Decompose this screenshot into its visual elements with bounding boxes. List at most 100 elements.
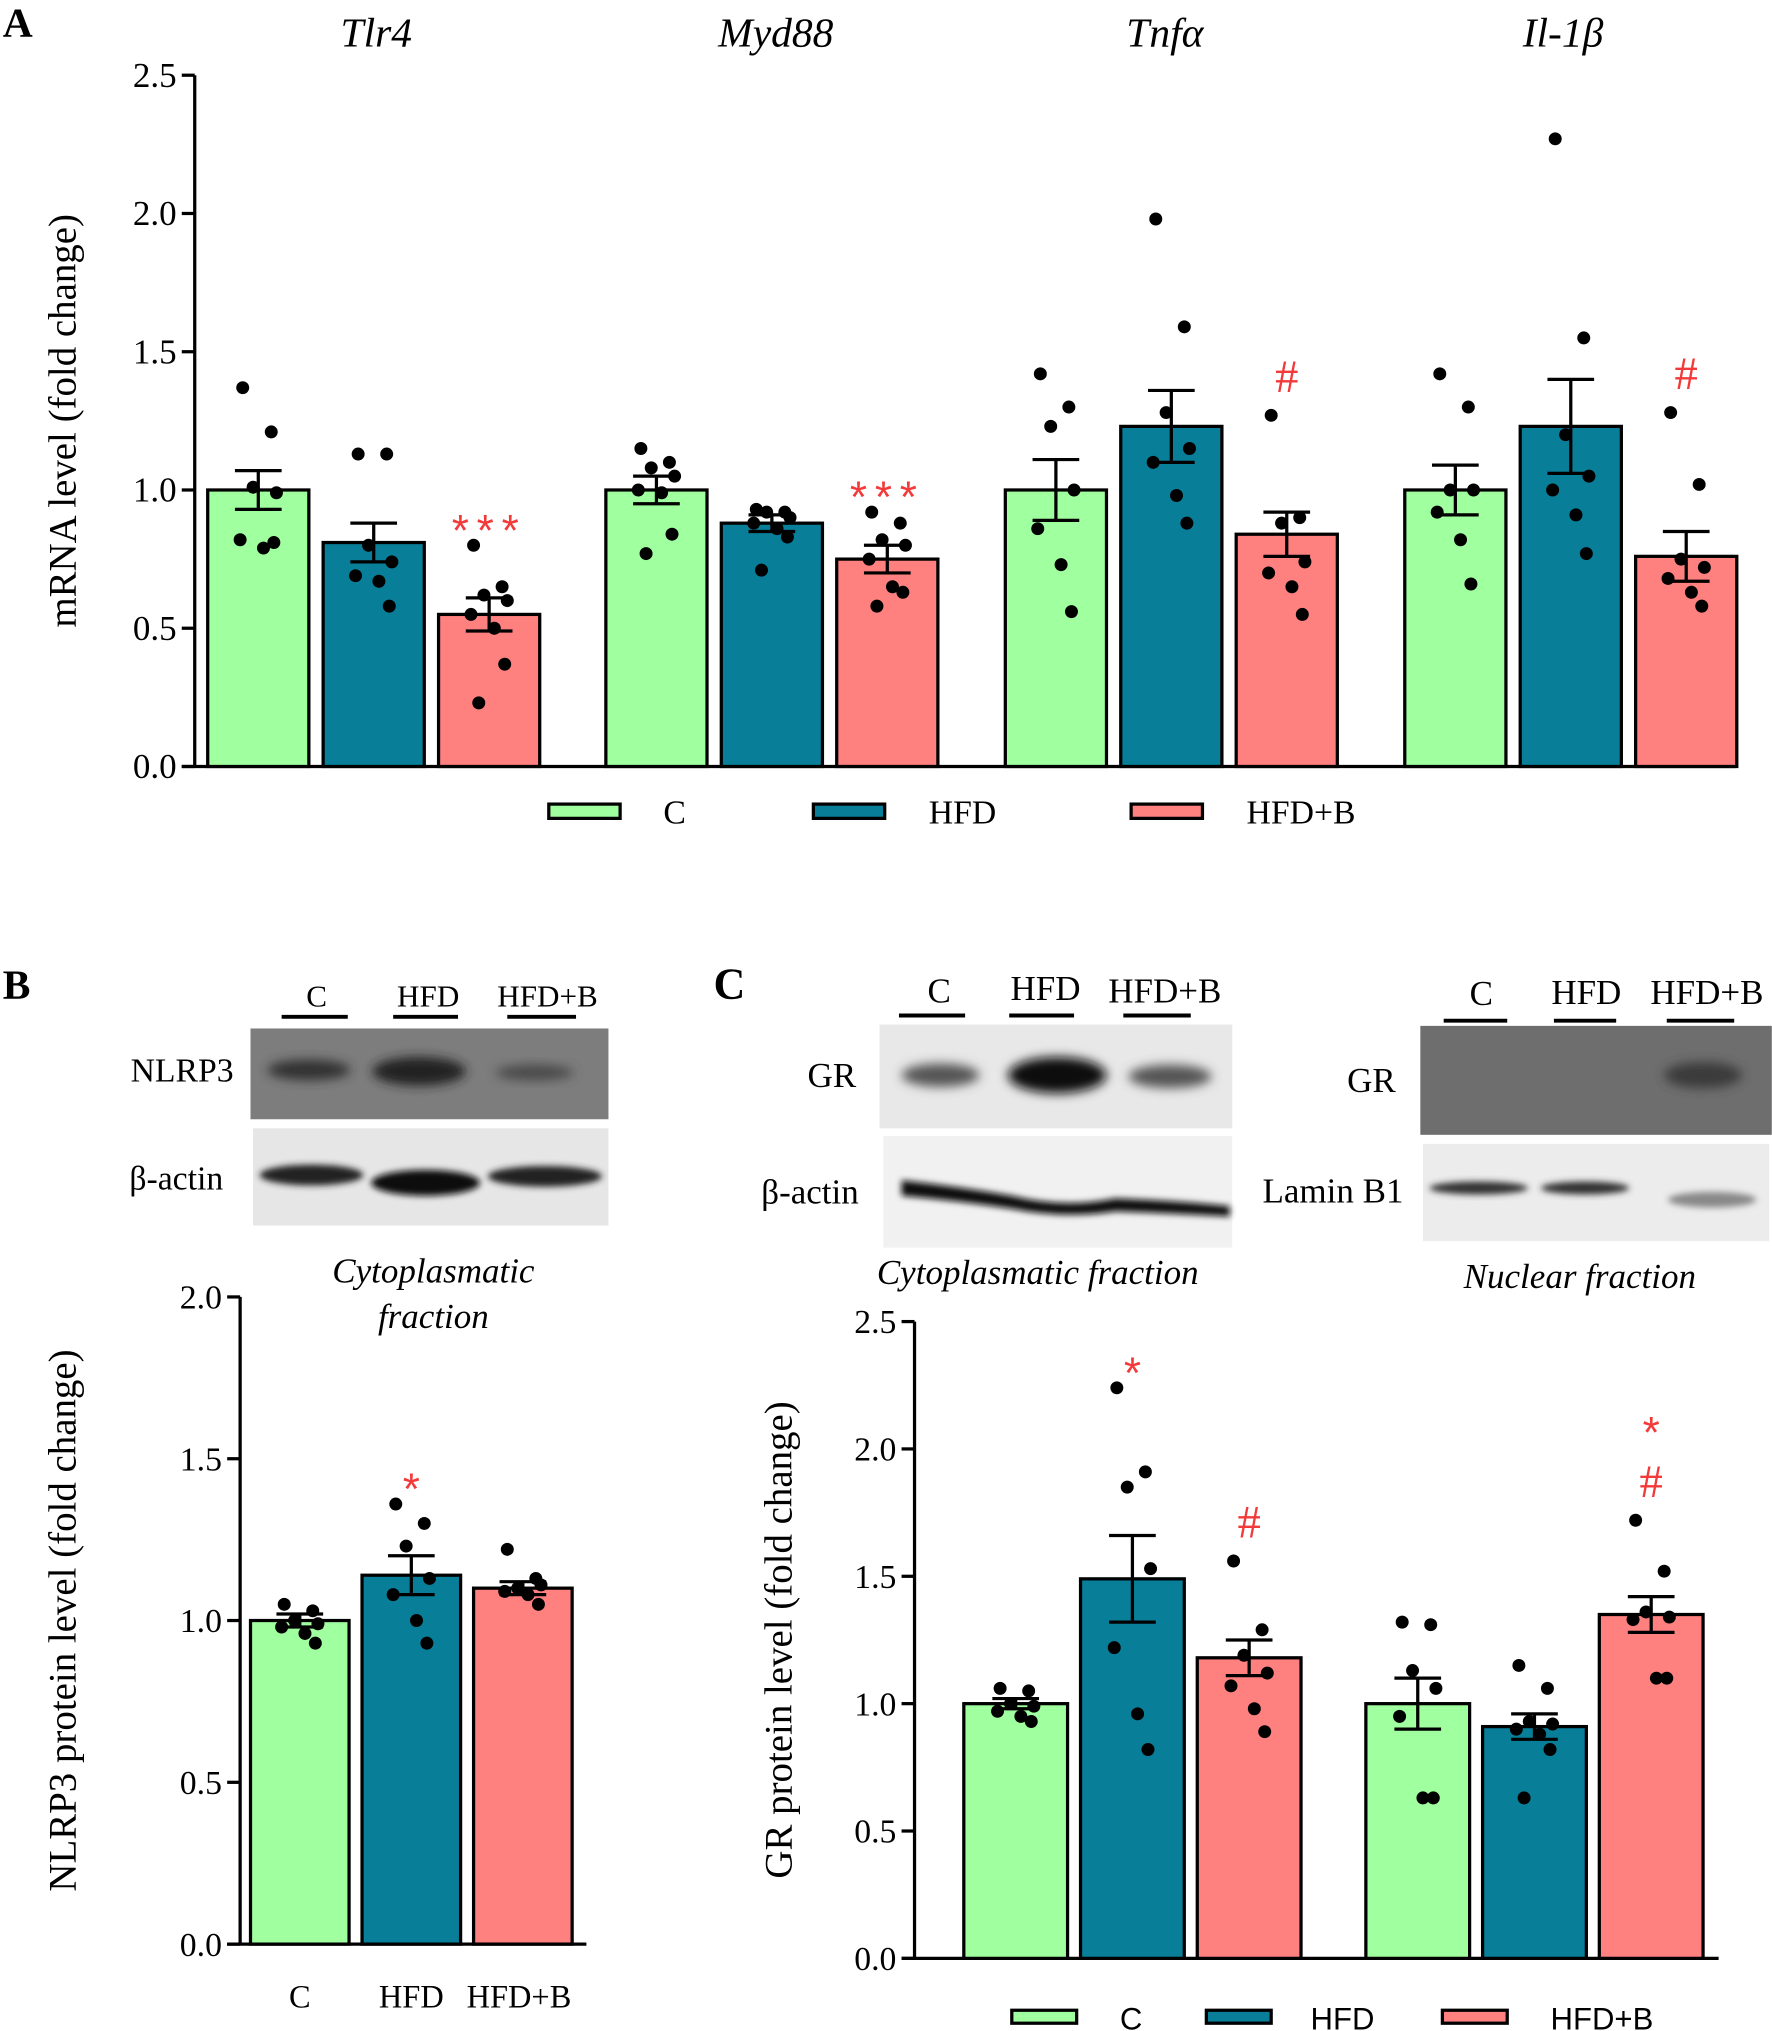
significance-marker: *** (850, 473, 925, 522)
bar-c (604, 488, 709, 769)
data-point (1540, 1681, 1554, 1695)
data-point (1522, 1714, 1536, 1728)
bar-hfd (1119, 424, 1224, 769)
data-point (495, 580, 509, 594)
lane-label: HFD (1011, 969, 1081, 1008)
data-point (886, 580, 899, 594)
data-point (362, 538, 376, 552)
data-point (1170, 489, 1183, 502)
data-point (1395, 1615, 1409, 1629)
panel-label-c: C (714, 960, 746, 1009)
y-tick-label: 1.5 (180, 1441, 222, 1478)
y-tick-label: 1.0 (854, 1686, 896, 1723)
data-point (1454, 533, 1468, 547)
data-point (1255, 1623, 1269, 1637)
data-point (1660, 1671, 1674, 1685)
data-point (665, 527, 679, 541)
fraction-label: Cytoplasmatic (332, 1252, 535, 1291)
data-point (1149, 212, 1163, 226)
row-label: β-actin (761, 1173, 858, 1212)
legend-label: C (663, 795, 686, 832)
significance-marker: * (1643, 1409, 1660, 1458)
significance-marker: * (1124, 1349, 1141, 1398)
legend-label: HFD (1311, 2002, 1375, 2031)
bar-hfd (719, 521, 825, 769)
data-point (1433, 367, 1447, 381)
data-point (1393, 1709, 1407, 1723)
data-point (1131, 1707, 1145, 1721)
bar-c (1364, 1702, 1472, 1960)
data-point (500, 1542, 514, 1556)
data-point (1107, 1641, 1121, 1655)
data-point (1027, 1699, 1041, 1713)
data-point (298, 1626, 312, 1640)
data-point (1237, 1648, 1251, 1662)
data-point (1298, 555, 1312, 569)
fraction-label: fraction (378, 1297, 489, 1336)
data-point (991, 1704, 1005, 1718)
bar-c (962, 1702, 1070, 1960)
data-point (275, 1620, 289, 1634)
data-point (875, 533, 889, 547)
legend-swatch (811, 802, 887, 820)
data-point (1062, 400, 1076, 414)
y-tick-label: 1.5 (133, 332, 177, 371)
data-point (1559, 428, 1573, 442)
legend-label: HFD+B (1550, 2002, 1653, 2031)
data-point (1293, 511, 1307, 525)
data-point (521, 1588, 535, 1602)
y-axis-label: GR protein level (fold change) (757, 1401, 800, 1878)
data-point (511, 1581, 525, 1595)
row-label: GR (808, 1056, 857, 1095)
data-point (1180, 516, 1194, 530)
y-tick-label: 2.5 (854, 1304, 896, 1341)
data-point (410, 1614, 423, 1628)
bar-hfd-plus-b (1234, 532, 1339, 769)
data-point (1546, 1717, 1560, 1731)
data-point (1146, 455, 1160, 469)
data-point (1546, 483, 1560, 497)
lane-label: C (1470, 974, 1493, 1013)
data-point (1110, 1381, 1124, 1395)
data-point (1406, 1664, 1420, 1678)
data-point (256, 541, 270, 555)
western-blot-c-cytoplasmatic: C HFD HFD+B GR β-actin Cytoplasmatic fra… (761, 969, 1233, 1292)
data-point (288, 1614, 302, 1628)
data-point (420, 1636, 434, 1650)
y-tick-label: 0.0 (854, 1941, 896, 1978)
data-point (1429, 1681, 1443, 1695)
data-point (1141, 1743, 1155, 1756)
bar-hfd-plus-b (1195, 1656, 1303, 1960)
row-label: Lamin B1 (1263, 1171, 1404, 1210)
data-point (1022, 1684, 1036, 1698)
data-point (631, 483, 645, 497)
data-point (1649, 1671, 1663, 1685)
y-tick-label: 1.5 (854, 1559, 896, 1596)
data-point (1548, 132, 1562, 146)
lane-label: HFD+B (497, 978, 598, 1013)
category-title: Tnfα (1126, 10, 1204, 56)
data-point (1247, 1702, 1261, 1716)
data-point (1264, 408, 1278, 422)
data-point (1577, 331, 1591, 345)
bar-hfd-plus-b (436, 612, 542, 769)
row-label: NLRP3 (131, 1053, 234, 1090)
data-point (1509, 1722, 1523, 1736)
data-point (269, 486, 283, 500)
data-point (1120, 1480, 1134, 1494)
y-tick-label: 2.0 (133, 194, 177, 233)
data-point (233, 533, 247, 547)
data-point (422, 1571, 436, 1585)
bar-hfd-plus-b (471, 1586, 574, 1946)
data-point (1662, 1610, 1676, 1624)
data-point (1639, 1605, 1653, 1619)
bar-hfd-plus-b (835, 557, 940, 769)
y-tick-label: 0.5 (854, 1814, 896, 1851)
x-tick-label: C (289, 1980, 311, 2016)
data-point (487, 621, 501, 635)
western-blot-b: C HFD HFD+B NLRP3 β-actin Cytoplasmatic … (129, 978, 609, 1336)
data-point (1543, 1743, 1557, 1756)
data-point (477, 588, 491, 602)
row-label: GR (1347, 1061, 1396, 1100)
